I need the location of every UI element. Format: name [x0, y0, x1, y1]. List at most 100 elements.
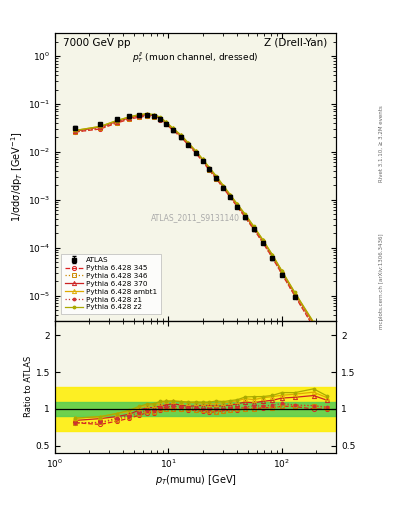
Pythia 6.428 z2 — [279, 268, 284, 274]
Pythia 6.428 ambt1 — [243, 211, 248, 218]
Pythia 6.428 345 — [207, 167, 212, 174]
Pythia 6.428 z1 — [194, 150, 198, 156]
Pythia 6.428 370 — [207, 165, 212, 172]
Pythia 6.428 ambt1 — [270, 252, 275, 258]
Pythia 6.428 345 — [243, 214, 248, 220]
Pythia 6.428 z1 — [261, 239, 265, 245]
Pythia 6.428 345 — [194, 151, 198, 157]
Pythia 6.428 370 — [270, 253, 275, 259]
Pythia 6.428 z1 — [270, 254, 275, 260]
Pythia 6.428 z2 — [163, 119, 168, 125]
Pythia 6.428 370 — [186, 141, 191, 147]
Pythia 6.428 z1 — [158, 116, 163, 122]
Pythia 6.428 370 — [152, 113, 157, 119]
Pythia 6.428 z2 — [127, 114, 132, 120]
Pythia 6.428 346 — [292, 293, 297, 299]
Pythia 6.428 z1 — [252, 225, 256, 231]
Pythia 6.428 370 — [163, 120, 168, 126]
Pythia 6.428 ambt1 — [228, 192, 233, 198]
Pythia 6.428 z1 — [200, 158, 205, 164]
Pythia 6.428 370 — [158, 115, 163, 121]
Legend: ATLAS, Pythia 6.428 345, Pythia 6.428 346, Pythia 6.428 370, Pythia 6.428 ambt1,: ATLAS, Pythia 6.428 345, Pythia 6.428 34… — [61, 253, 161, 314]
Pythia 6.428 345 — [137, 114, 141, 120]
Line: Pythia 6.428 ambt1: Pythia 6.428 ambt1 — [73, 112, 329, 442]
Pythia 6.428 346 — [152, 114, 157, 120]
Pythia 6.428 z2 — [179, 133, 184, 139]
Pythia 6.428 370 — [252, 225, 256, 231]
Pythia 6.428 346 — [270, 255, 275, 261]
Pythia 6.428 346 — [163, 121, 168, 127]
Pythia 6.428 ambt1 — [221, 183, 226, 189]
Pythia 6.428 z2 — [145, 111, 150, 117]
Pythia 6.428 ambt1 — [137, 112, 141, 118]
Pythia 6.428 ambt1 — [158, 115, 163, 121]
Pythia 6.428 ambt1 — [261, 237, 265, 243]
Pythia 6.428 345 — [200, 158, 205, 164]
Pythia 6.428 z1 — [186, 141, 191, 147]
Pythia 6.428 z2 — [186, 140, 191, 146]
Pythia 6.428 345 — [158, 117, 163, 123]
Pythia 6.428 345 — [186, 142, 191, 148]
Pythia 6.428 ambt1 — [200, 156, 205, 162]
Pythia 6.428 370 — [127, 115, 132, 121]
Pythia 6.428 z2 — [221, 182, 226, 188]
Pythia 6.428 z1 — [171, 126, 176, 133]
Pythia 6.428 z1 — [228, 194, 233, 200]
Pythia 6.428 ambt1 — [194, 148, 198, 154]
Pythia 6.428 345 — [171, 127, 176, 134]
Pythia 6.428 z2 — [228, 191, 233, 198]
Pythia 6.428 370 — [243, 212, 248, 219]
Pythia 6.428 346 — [235, 203, 240, 209]
Pythia 6.428 370 — [311, 321, 316, 327]
Pythia 6.428 345 — [145, 113, 150, 119]
Text: Rivet 3.1.10, ≥ 3.2M events: Rivet 3.1.10, ≥ 3.2M events — [379, 105, 384, 182]
Pythia 6.428 346 — [311, 323, 316, 329]
Pythia 6.428 345 — [279, 271, 284, 277]
Pythia 6.428 346 — [207, 167, 212, 173]
Pythia 6.428 345 — [152, 114, 157, 120]
Pythia 6.428 346 — [158, 116, 163, 122]
Pythia 6.428 346 — [325, 439, 329, 445]
Pythia 6.428 z2 — [137, 112, 141, 118]
Pythia 6.428 ambt1 — [207, 165, 212, 171]
Pythia 6.428 370 — [179, 134, 184, 140]
Pythia 6.428 ambt1 — [98, 123, 103, 130]
Pythia 6.428 345 — [221, 185, 226, 191]
Pythia 6.428 z2 — [152, 112, 157, 118]
Pythia 6.428 345 — [261, 240, 265, 246]
Pythia 6.428 ambt1 — [127, 114, 132, 120]
Pythia 6.428 345 — [179, 134, 184, 140]
Y-axis label: Ratio to ATLAS: Ratio to ATLAS — [24, 356, 33, 417]
Pythia 6.428 346 — [214, 176, 219, 182]
Pythia 6.428 370 — [235, 202, 240, 208]
Pythia 6.428 370 — [171, 126, 176, 132]
Pythia 6.428 z2 — [214, 173, 219, 179]
Pythia 6.428 ambt1 — [145, 111, 150, 117]
Pythia 6.428 z1 — [127, 115, 132, 121]
Line: Pythia 6.428 z2: Pythia 6.428 z2 — [73, 111, 329, 441]
Pythia 6.428 ambt1 — [152, 112, 157, 118]
Pythia 6.428 z1 — [163, 120, 168, 126]
Pythia 6.428 z2 — [292, 289, 297, 295]
Pythia 6.428 346 — [186, 142, 191, 148]
Pythia 6.428 ambt1 — [235, 201, 240, 207]
Pythia 6.428 345 — [163, 121, 168, 127]
Text: ATLAS_2011_S9131140: ATLAS_2011_S9131140 — [151, 212, 240, 222]
Pythia 6.428 370 — [325, 437, 329, 443]
Pythia 6.428 346 — [171, 127, 176, 134]
Pythia 6.428 345 — [98, 126, 103, 132]
Pythia 6.428 z1 — [235, 203, 240, 209]
Pythia 6.428 346 — [145, 113, 150, 119]
Line: Pythia 6.428 370: Pythia 6.428 370 — [73, 113, 329, 442]
Pythia 6.428 z1 — [114, 119, 119, 125]
Text: mcplots.cern.ch [arXiv:1306.3436]: mcplots.cern.ch [arXiv:1306.3436] — [379, 234, 384, 329]
Pythia 6.428 z1 — [73, 129, 77, 135]
Pythia 6.428 345 — [214, 176, 219, 182]
Pythia 6.428 346 — [98, 125, 103, 132]
Pythia 6.428 345 — [311, 324, 316, 330]
Pythia 6.428 346 — [252, 226, 256, 232]
Pythia 6.428 370 — [221, 184, 226, 190]
Pythia 6.428 z2 — [200, 156, 205, 162]
Pythia 6.428 z1 — [292, 292, 297, 298]
Pythia 6.428 370 — [200, 157, 205, 163]
